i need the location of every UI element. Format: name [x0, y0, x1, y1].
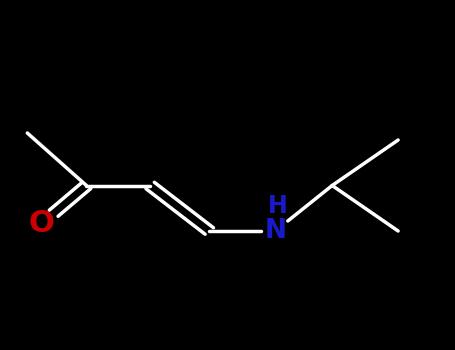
- Text: O: O: [28, 210, 54, 238]
- Text: N: N: [264, 218, 286, 244]
- Text: H: H: [268, 194, 288, 218]
